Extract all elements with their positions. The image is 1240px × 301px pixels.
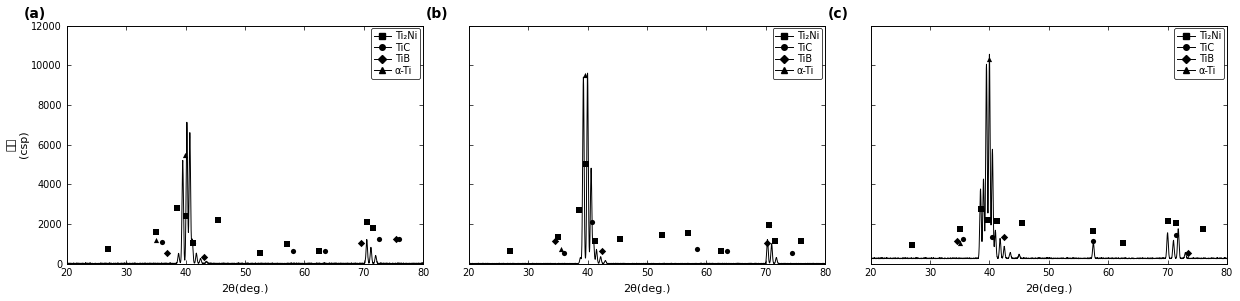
Point: [574, 73, 594, 78]
Legend: Ti₂Ni, TiC, TiB, α-Ti: Ti₂Ni, TiC, TiB, α-Ti: [371, 29, 420, 79]
Point: [351, 240, 371, 245]
Point: [1084, 228, 1104, 233]
Text: (a): (a): [25, 7, 46, 21]
Point: [1167, 221, 1187, 225]
Point: [952, 236, 972, 241]
Point: [678, 231, 698, 235]
Point: [782, 250, 802, 255]
Point: [387, 236, 407, 241]
Point: [554, 250, 574, 255]
Point: [146, 229, 166, 234]
Point: [176, 214, 196, 219]
Point: [501, 248, 521, 253]
Point: [1012, 221, 1032, 225]
Point: [277, 241, 296, 246]
Point: [765, 238, 785, 243]
Point: [980, 57, 999, 62]
Point: [1084, 238, 1104, 243]
Legend: Ti₂Ni, TiC, TiB, α-Ti: Ti₂Ni, TiC, TiB, α-Ti: [1174, 29, 1224, 79]
Point: [309, 248, 329, 253]
Point: [687, 246, 707, 251]
Point: [98, 246, 118, 251]
Point: [315, 248, 335, 253]
Point: [167, 206, 187, 210]
Point: [389, 236, 409, 241]
Point: [182, 240, 202, 245]
Point: [548, 234, 568, 239]
Point: [610, 236, 630, 241]
Point: [368, 236, 388, 241]
Point: [950, 240, 970, 245]
Point: [791, 238, 811, 243]
Point: [153, 239, 172, 244]
Point: [987, 219, 1007, 223]
X-axis label: 2θ(deg.): 2θ(deg.): [624, 284, 671, 294]
Point: [182, 240, 202, 245]
Point: [759, 222, 779, 227]
Point: [756, 240, 776, 245]
Point: [193, 254, 213, 259]
Y-axis label: 强度
(csp): 强度 (csp): [7, 131, 29, 158]
Point: [712, 248, 732, 253]
Point: [717, 248, 737, 253]
Point: [1193, 227, 1213, 231]
Point: [759, 222, 779, 227]
X-axis label: 2θ(deg.): 2θ(deg.): [222, 284, 269, 294]
Point: [1114, 240, 1133, 245]
Point: [146, 237, 166, 242]
Point: [363, 225, 383, 230]
Point: [652, 232, 672, 237]
Point: [982, 234, 1002, 239]
Point: [971, 207, 991, 212]
Point: [577, 162, 596, 167]
Legend: Ti₂Ni, TiC, TiB, α-Ti: Ti₂Ni, TiC, TiB, α-Ti: [773, 29, 822, 79]
Point: [1178, 250, 1198, 255]
Point: [583, 219, 603, 224]
Point: [551, 246, 570, 251]
Point: [593, 248, 613, 253]
Point: [978, 218, 998, 222]
Text: (b): (b): [427, 7, 449, 21]
Point: [903, 242, 923, 247]
Point: [544, 238, 564, 243]
Point: [1158, 219, 1178, 223]
X-axis label: 2θ(deg.): 2θ(deg.): [1025, 284, 1073, 294]
Point: [947, 238, 967, 243]
Point: [250, 250, 270, 255]
Point: [156, 250, 176, 255]
Text: (c): (c): [828, 7, 849, 21]
Point: [585, 238, 605, 243]
Point: [994, 234, 1014, 239]
Point: [357, 219, 377, 224]
Point: [208, 218, 228, 222]
Point: [283, 248, 303, 253]
Point: [950, 227, 970, 231]
Point: [1167, 232, 1187, 237]
Point: [175, 152, 195, 157]
Point: [569, 208, 589, 213]
